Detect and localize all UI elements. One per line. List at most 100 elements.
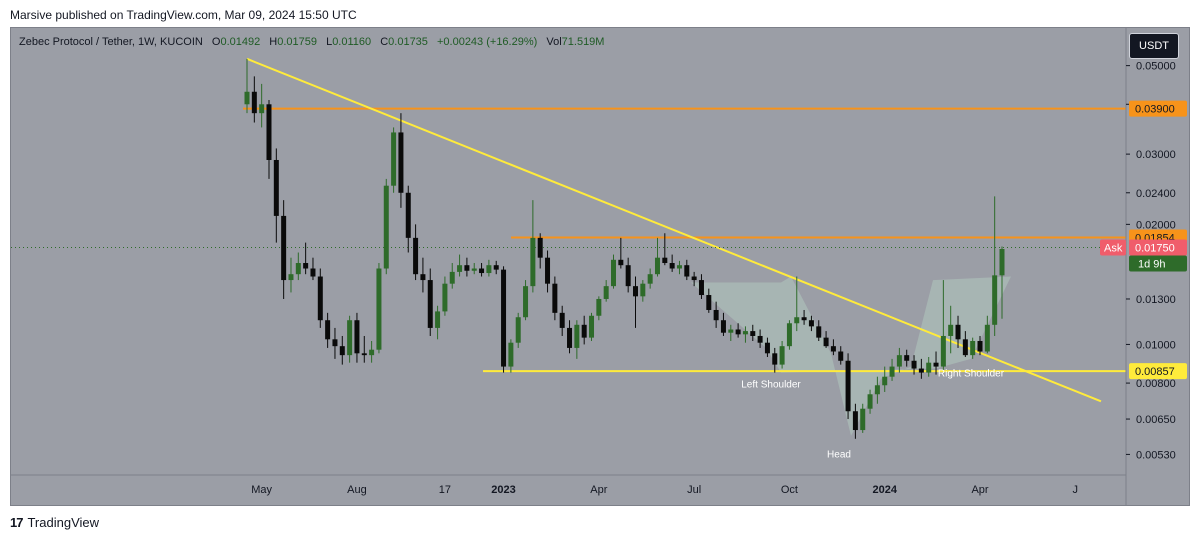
candle-body (779, 346, 785, 365)
candle-body (808, 320, 814, 327)
candle-body (654, 257, 660, 275)
candle-body (398, 132, 404, 193)
candle-body (457, 265, 463, 272)
candle-body (882, 376, 888, 386)
close-label: C (380, 36, 389, 48)
candle-body (589, 315, 595, 338)
candle-body (706, 295, 712, 310)
candle-body (383, 185, 389, 269)
currency-button[interactable]: USDT (1129, 33, 1179, 59)
candle-body (786, 323, 792, 347)
candle-body (405, 192, 411, 238)
y-tick-label: 0.02000 (1136, 219, 1176, 231)
candle-body (354, 320, 360, 354)
candle-body (984, 324, 990, 352)
close-value: 0.01735 (388, 36, 428, 48)
candle-body (970, 340, 976, 356)
volume-value: 71.519M (561, 36, 605, 48)
candle-body (251, 91, 257, 114)
candle-body (420, 274, 426, 281)
candle-body (933, 362, 939, 367)
candle-body (559, 312, 565, 328)
pattern-annotation: Left Shoulder (741, 379, 801, 390)
candle-body (962, 339, 968, 356)
candle-body (618, 259, 624, 266)
candle-body (303, 263, 309, 269)
countdown-label: 1d 9h (1138, 258, 1166, 270)
candle-body (647, 274, 653, 284)
x-tick-label: Oct (781, 484, 798, 496)
candle-body (830, 346, 836, 352)
low-label: L (326, 36, 333, 48)
candle-body (662, 257, 668, 264)
candle-body (273, 159, 279, 216)
candle-body (904, 355, 910, 361)
candle-body (413, 237, 419, 275)
candle-body (259, 104, 265, 114)
ask-label: Ask (1104, 242, 1123, 254)
candle-body (852, 411, 858, 431)
candle-body (515, 317, 521, 343)
candle-body (992, 275, 998, 325)
price-level-label: 0.03900 (1135, 104, 1175, 116)
x-tick-label: Aug (347, 484, 367, 496)
candle-body (310, 268, 316, 277)
candle-body (867, 394, 873, 409)
candle-body (567, 327, 573, 348)
pattern-annotation: Right Shoulder (938, 369, 1005, 380)
candle-body (625, 265, 631, 287)
candle-body (574, 324, 580, 348)
price-chart[interactable]: Left Shoulder Head Right Shoulder 0.05000 0… (11, 28, 1190, 506)
candle-body (926, 362, 932, 373)
high-label: H (269, 36, 278, 48)
volume-label: Vol (546, 36, 562, 48)
candle-body (486, 265, 492, 274)
x-tick-label: Apr (590, 484, 607, 496)
x-tick-label: 2024 (872, 484, 897, 496)
candle-body (603, 286, 609, 299)
candle-body (977, 340, 983, 352)
price-level-tag (1129, 100, 1187, 117)
x-tick-label: 2023 (491, 484, 515, 496)
brand: 17 TradingView (10, 515, 99, 530)
symbol-legend: Zebec Protocol / Tether, 1W, KUCOIN O0.0… (19, 36, 604, 48)
y-tick-label: 0.01000 (1136, 339, 1176, 351)
symbol-name: Zebec Protocol / Tether, 1W, KUCOIN (19, 36, 203, 48)
x-tick-label: May (251, 484, 272, 496)
candle-body (479, 268, 485, 274)
candle-body (999, 248, 1005, 276)
y-tick-label: 0.01300 (1136, 294, 1176, 306)
candle-body (801, 317, 807, 321)
candle-body (735, 329, 741, 335)
candle-body (640, 283, 646, 297)
candle-body (244, 91, 250, 105)
open-value: 0.01492 (220, 36, 261, 48)
candle-body (449, 271, 455, 284)
candle-body (889, 366, 895, 377)
candle-body (669, 263, 675, 269)
x-tick-label: Jul (687, 484, 701, 496)
candle-body (376, 268, 382, 350)
x-tick-label: 17 (439, 484, 451, 496)
candle-body (361, 353, 367, 356)
candle-body (816, 326, 822, 338)
pattern-annotation: Head (827, 450, 851, 461)
candle-body (288, 274, 294, 281)
y-tick-label: 0.00800 (1136, 378, 1176, 390)
candle-body (266, 104, 272, 160)
ask-tag (1100, 239, 1126, 256)
candle-body (347, 320, 353, 356)
candle-body (552, 283, 558, 313)
candle-body (537, 237, 543, 258)
candle-body (728, 329, 734, 333)
candle-body (632, 286, 638, 297)
candle-body (757, 335, 763, 343)
candle-body (794, 317, 800, 324)
chart-pane[interactable]: Left Shoulder Head Right Shoulder 0.05000 0… (10, 27, 1190, 506)
candle-body (391, 132, 397, 186)
candle-body (339, 346, 345, 356)
candle-body (295, 263, 301, 275)
head-shoulders-region (691, 276, 1011, 436)
candle-body (676, 265, 682, 269)
candle-body (874, 385, 880, 395)
